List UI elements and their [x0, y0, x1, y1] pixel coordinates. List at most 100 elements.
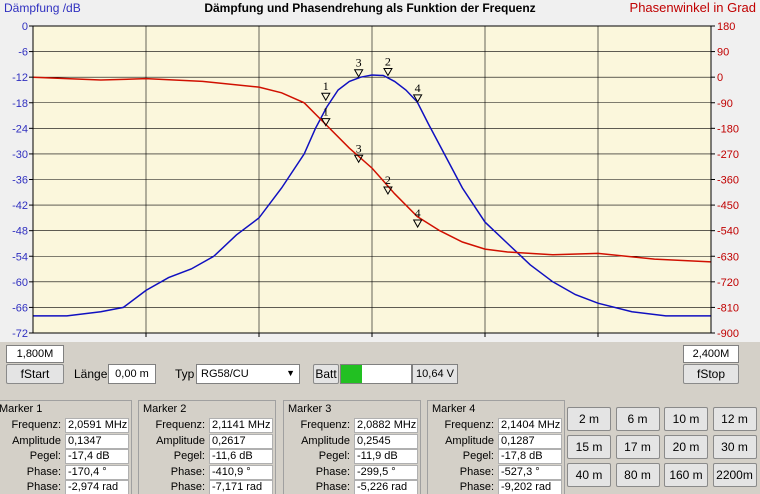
right-tick-label: -900: [717, 328, 739, 340]
left-axis-ticks: 0 -6 -12 -18 -24 -30 -36 -42 -48 -54 -60 -66 -72: [12, 21, 33, 340]
marker-row: Pegel: -17,8 dB: [428, 449, 564, 464]
marker-row: Phase: -410,9 °: [139, 464, 275, 480]
band-button[interactable]: 2200m: [712, 463, 757, 487]
band-button[interactable]: 6 m: [615, 407, 660, 431]
marker-field-value: -17,4 dB: [65, 449, 129, 464]
band-button[interactable]: 2 m: [567, 407, 611, 431]
marker-field-label: Frequenz:: [11, 419, 61, 431]
band-button[interactable]: 15 m: [567, 435, 611, 459]
marker-row: Phase: -9,202 rad: [428, 480, 564, 494]
battery-voltage: 10,64 V: [412, 364, 458, 384]
left-tick-label: -66: [12, 302, 28, 314]
marker-field-value: 2,0591 MHz: [65, 418, 129, 433]
left-tick-label: -48: [12, 226, 28, 238]
band-button[interactable]: 30 m: [712, 435, 757, 459]
marker-field-label: Frequenz:: [155, 419, 205, 431]
marker-field-value: 0,2617: [209, 433, 273, 449]
right-tick-label: -540: [717, 226, 739, 238]
marker-row: Frequenz: 2,1141 MHz: [139, 418, 275, 433]
marker-row: Phase: -299,5 °: [284, 464, 420, 480]
band-button[interactable]: 160 m: [664, 463, 708, 487]
right-tick-label: -180: [717, 123, 739, 135]
band-button[interactable]: 80 m: [615, 463, 660, 487]
marker-field-label: Amplitude: [445, 434, 494, 447]
marker-field-label: Pegel:: [29, 450, 61, 462]
laenge-label: Länge: [74, 367, 108, 381]
band-button[interactable]: 10 m: [664, 407, 708, 431]
marker-row: Amplitude 0,1287: [428, 433, 564, 449]
right-axis-ticks: 180 90 0 -90 -180 -270 -360 -450 -540 -630 -720 -81…: [711, 21, 739, 340]
right-tick-label: -270: [717, 149, 739, 161]
marker-row: Amplitude 0,1347: [0, 433, 131, 449]
right-tick-label: 180: [717, 21, 735, 33]
band-button[interactable]: 20 m: [664, 435, 708, 459]
marker-field-label: Pegel:: [173, 450, 205, 462]
laenge-input[interactable]: 0,00 m: [108, 364, 156, 384]
marker-field-label: Amplitude: [12, 434, 61, 447]
series-lines: [32, 74, 712, 317]
band-button[interactable]: 40 m: [567, 463, 611, 487]
marker-field-value: -9,202 rad: [498, 480, 562, 494]
left-tick-label: -72: [12, 328, 28, 340]
left-tick-label: -24: [12, 123, 28, 135]
right-tick-label: -360: [717, 175, 739, 187]
fstart-value[interactable]: 1,800M: [6, 345, 64, 363]
marker-row: Pegel: -17,4 dB: [0, 449, 131, 464]
marker-row: Pegel: -11,9 dB: [284, 449, 420, 464]
marker-field-label: Phase:: [315, 465, 350, 478]
marker-group-1: Marker 1 Frequenz: 2,0591 MHz Amplitude 0,13…: [0, 400, 132, 494]
series-line-1: [33, 74, 711, 317]
marker-triangle: [383, 186, 393, 195]
frequency-response-chart: 0 -6 -12 -18 -24 -30 -36 -42 -48 -54 -60 -66 -72 180…: [0, 0, 760, 354]
typ-select[interactable]: RG58/CU ▼: [196, 364, 300, 384]
marker-field-label: Pegel:: [462, 450, 494, 462]
marker-group-title: Marker 4: [432, 403, 476, 415]
left-tick-label: -18: [12, 98, 28, 110]
marker-field-label: Phase:: [459, 481, 494, 493]
marker-row: Phase: -2,974 rad: [0, 480, 131, 494]
marker-field-label: Amplitude: [301, 434, 350, 447]
marker-field-label: Phase:: [315, 481, 350, 493]
chart-title: Dämpfung und Phasendrehung als Funktion …: [204, 1, 535, 15]
left-tick-label: -6: [18, 47, 28, 59]
marker-field-label: Pegel:: [318, 450, 350, 462]
marker-field-value: -170,4 °: [65, 464, 129, 480]
fstop-button[interactable]: fStop: [683, 364, 739, 384]
right-tick-label: 0: [717, 72, 723, 84]
right-tick-label: -810: [717, 302, 739, 314]
band-button[interactable]: 17 m: [615, 435, 660, 459]
plot-border: [32, 25, 712, 334]
marker-label: 1: [323, 79, 329, 93]
marker-field-label: Phase:: [26, 465, 61, 478]
marker-field-value: -11,6 dB: [209, 449, 273, 464]
chart-svg: 0 -6 -12 -18 -24 -30 -36 -42 -48 -54 -60 -66 -72 180…: [4, 0, 756, 354]
marker-triangle: [320, 118, 331, 127]
marker-triangle: [383, 67, 393, 77]
marker-row: Amplitude 0,2617: [139, 433, 275, 449]
right-axis-title: Phasenwinkel in Grad: [630, 0, 756, 15]
marker-field-label: Phase:: [26, 481, 61, 493]
left-tick-label: -42: [12, 200, 28, 212]
chart-markers: 1 1 2 2 3 3 4 4: [320, 54, 423, 229]
marker-row: Pegel: -11,6 dB: [139, 449, 275, 464]
series-line-2: [32, 76, 712, 263]
marker-field-label: Phase:: [170, 481, 205, 493]
left-tick-label: 0: [22, 21, 28, 33]
chevron-down-icon: ▼: [286, 368, 295, 378]
marker-label: 4: [415, 206, 421, 220]
marker-label: 4: [415, 81, 421, 95]
marker-group-title: Marker 2: [143, 403, 187, 415]
fstop-value[interactable]: 2,400M: [683, 345, 739, 363]
marker-row: Phase: -170,4 °: [0, 464, 131, 480]
fstart-button[interactable]: fStart: [6, 364, 64, 384]
marker-triangle: [320, 92, 331, 102]
band-button[interactable]: 12 m: [712, 407, 757, 431]
marker-group-4: Marker 4 Frequenz: 2,1404 MHz Amplitude 0,12…: [427, 400, 565, 494]
chart-grid: [33, 26, 711, 333]
marker-triangle: [353, 69, 364, 78]
marker-field-value: -11,9 dB: [354, 449, 418, 464]
marker-field-value: 0,1287: [498, 433, 562, 449]
left-tick-label: -30: [12, 149, 28, 161]
left-tick-label: -36: [12, 175, 28, 187]
marker-field-value: 0,1347: [65, 433, 129, 449]
